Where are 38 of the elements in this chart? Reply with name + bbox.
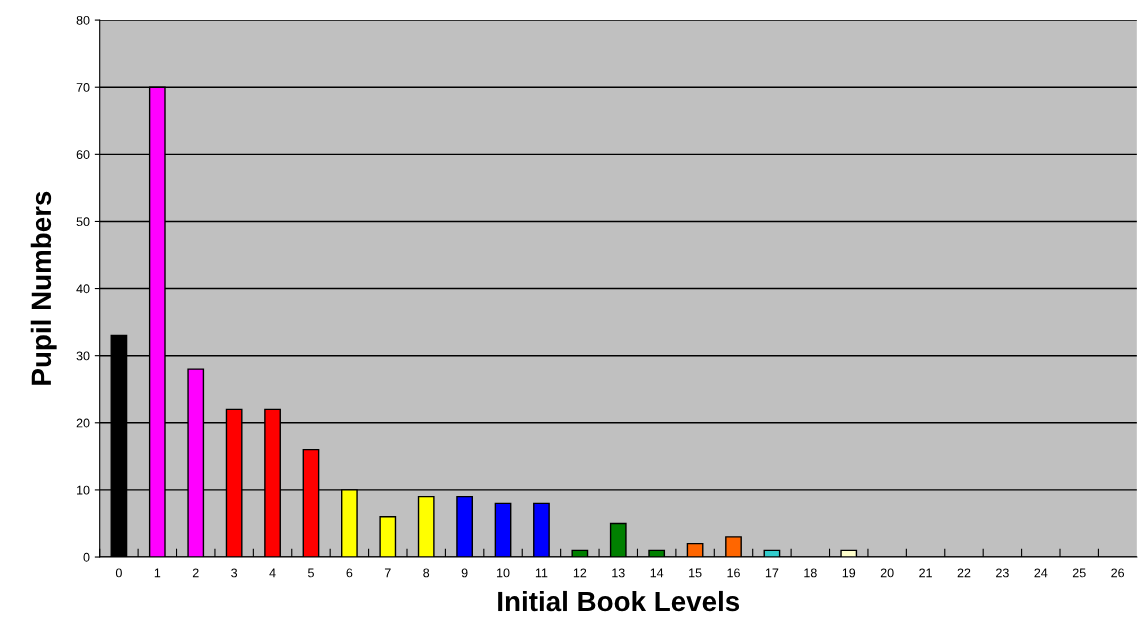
y-tick-label: 60 bbox=[76, 150, 90, 159]
x-tick-label: 24 bbox=[1034, 568, 1048, 578]
y-tick-label: 70 bbox=[76, 83, 90, 92]
x-tick-label: 23 bbox=[996, 568, 1009, 578]
x-tick-label: 9 bbox=[461, 568, 468, 578]
x-tick-label: 21 bbox=[919, 568, 932, 578]
x-tick-label: 16 bbox=[727, 568, 740, 578]
x-tick-label: 15 bbox=[689, 568, 702, 578]
x-tick-label: 5 bbox=[307, 568, 314, 578]
x-tick-label: 4 bbox=[269, 568, 276, 578]
x-tick-label: 26 bbox=[1111, 568, 1125, 578]
y-tick-label: 20 bbox=[76, 418, 90, 428]
y-tick-label: 40 bbox=[76, 284, 90, 294]
x-tick-label: 0 bbox=[115, 568, 122, 578]
y-tick-label: 50 bbox=[76, 217, 90, 227]
y-tick-label: 0 bbox=[83, 552, 90, 562]
y-axis-title: Pupil Numbers bbox=[30, 191, 57, 385]
x-tick-label: 13 bbox=[612, 568, 625, 578]
x-tick-label: 10 bbox=[497, 568, 510, 578]
x-tick-label: 25 bbox=[1072, 568, 1086, 578]
x-axis-title: Initial Book Levels bbox=[498, 590, 740, 612]
y-tick-label: 10 bbox=[77, 485, 90, 495]
x-tick-label: 7 bbox=[384, 568, 391, 578]
x-tick-label: 17 bbox=[765, 568, 779, 578]
y-tick-label: 80 bbox=[76, 15, 90, 25]
x-tick-label: 19 bbox=[842, 568, 856, 578]
x-tick-label: 20 bbox=[880, 568, 894, 578]
x-tick-label: 14 bbox=[650, 568, 664, 578]
x-tick-label: 11 bbox=[535, 568, 548, 578]
x-tick-label: 6 bbox=[346, 568, 353, 578]
x-tick-label: 8 bbox=[423, 568, 430, 578]
x-tick-label: 1 bbox=[154, 568, 161, 578]
x-tick-label: 2 bbox=[192, 568, 199, 578]
x-tick-label: 18 bbox=[804, 568, 817, 578]
x-tick-label: 3 bbox=[231, 568, 238, 578]
y-tick-label: 30 bbox=[76, 351, 90, 361]
x-tick-label: 22 bbox=[957, 568, 971, 578]
x-tick-label: 12 bbox=[573, 568, 587, 578]
